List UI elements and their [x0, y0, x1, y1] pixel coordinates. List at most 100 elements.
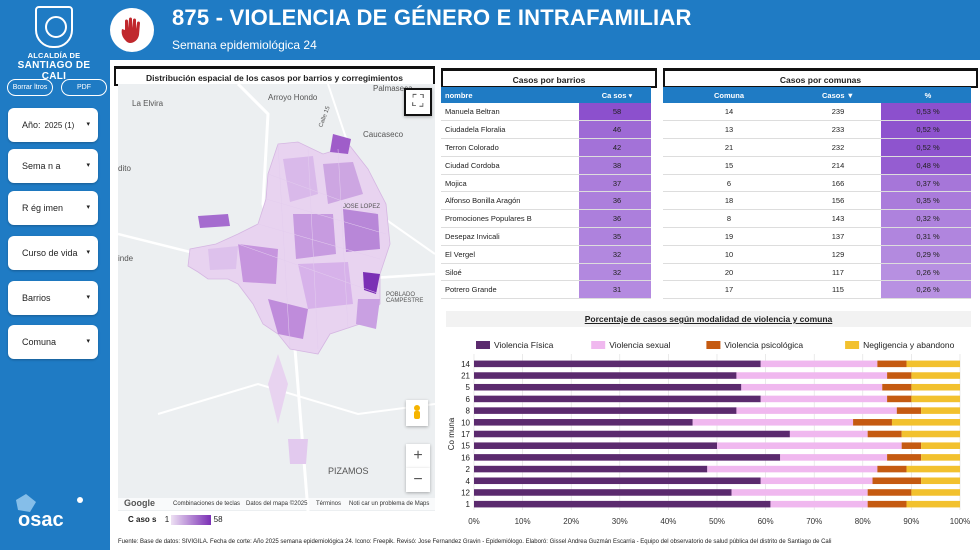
comuna-cases: 239 [791, 103, 881, 122]
comuna-percent: 0,32 % [881, 209, 971, 229]
barrio-name: Alfonso Bonilla Aragón [441, 191, 579, 211]
barrio-cases: 36 [579, 209, 651, 229]
col-header-comuna[interactable]: Comuna [663, 87, 791, 103]
bar-segment [872, 477, 922, 485]
stacked-bar-chart[interactable]: Violencia Física Violencia sexual Violenci… [440, 332, 975, 532]
table-row[interactable]: Desepaz Invicali 35 [441, 227, 651, 246]
y-tick-label: 8 [466, 407, 471, 416]
page-subtitle: Semana epidemiológica 24 [172, 38, 317, 52]
table-row[interactable]: 10 129 0,29 % [663, 245, 971, 264]
comuna-id: 17 [663, 280, 791, 300]
map-label: JOSE LOPEZ [343, 204, 381, 210]
filter-year-value: 2025 (1) [44, 121, 75, 130]
table-row[interactable]: Manuela Beltran 58 [441, 103, 651, 122]
table-row[interactable]: Terron Colorado 42 [441, 138, 651, 157]
table-row[interactable]: 18 156 0,35 % [663, 191, 971, 211]
pdf-button[interactable]: PDF [61, 79, 107, 96]
comuna-id: 10 [663, 245, 791, 264]
comuna-cases: 214 [791, 156, 881, 175]
street-view-icon[interactable] [406, 400, 428, 426]
filter-barrios[interactable]: Barrios ▾ [8, 281, 98, 315]
table-row[interactable]: 21 232 0,52 % [663, 138, 971, 157]
table-row[interactable]: El Vergel 32 [441, 245, 651, 264]
col-header-casos[interactable]: Ca sos ▾ [579, 87, 651, 103]
comuna-id: 18 [663, 191, 791, 211]
table-row[interactable]: 8 143 0,32 % [663, 209, 971, 229]
y-tick-label: 10 [461, 418, 470, 427]
comuna-percent: 0,29 % [881, 245, 971, 264]
x-tick-label: 100% [950, 517, 970, 526]
chevron-down-icon: ▾ [86, 249, 90, 256]
comuna-percent: 0,48 % [881, 156, 971, 175]
legend-label: Violencia sexual [609, 340, 670, 350]
bar-segment [877, 360, 907, 368]
filter-regimen-label: R ég imen [22, 203, 64, 213]
table-row[interactable]: 14 239 0,53 % [663, 103, 971, 122]
table-row[interactable]: Ciudad Cordoba 38 [441, 156, 651, 175]
map-color-scale: C aso s 1 58 [128, 515, 223, 525]
bar-segment [474, 477, 761, 485]
col-header-casos[interactable]: Casos ▼ [791, 87, 881, 103]
table-row[interactable]: Siloé 32 [441, 263, 651, 282]
comuna-id: 20 [663, 263, 791, 282]
map-label: Arroyo Hondo [268, 93, 318, 102]
filter-year[interactable]: Año: 2025 (1) ▾ [8, 108, 98, 142]
bar-segment [707, 465, 878, 473]
bar-segment [474, 454, 781, 461]
barrio-cases: 37 [579, 174, 651, 193]
logo-line-1: ALCALDÍA DE [27, 51, 81, 60]
table-row[interactable]: 20 117 0,26 % [663, 263, 971, 282]
x-tick-label: 10% [515, 517, 531, 526]
y-tick-label: 15 [461, 442, 470, 451]
map-shortcuts-link[interactable]: Combinaciones de teclas [173, 501, 241, 507]
barrio-name: Mojica [441, 174, 579, 193]
comuna-percent: 0,53 % [881, 103, 971, 122]
comunas-table-title: Casos por comunas [663, 68, 978, 88]
map-terms-link[interactable]: Términos [316, 501, 342, 507]
map-label: La Elvira [132, 99, 164, 108]
filter-life-course[interactable]: Curso de vida ▾ [8, 236, 98, 270]
map-report-link[interactable]: Noti car un problema de Maps [349, 501, 430, 507]
table-row[interactable]: 13 233 0,52 % [663, 120, 971, 140]
table-row[interactable]: 19 137 0,31 % [663, 227, 971, 246]
comuna-cases: 233 [791, 120, 881, 140]
table-row[interactable]: Promociones Populares B 36 [441, 209, 651, 229]
filter-regimen[interactable]: R ég imen ▾ [8, 191, 98, 225]
col-header-percent[interactable]: % [881, 87, 971, 103]
zoom-in-icon[interactable]: + [406, 444, 430, 468]
y-tick-label: 2 [466, 465, 471, 474]
bar-segment [921, 477, 960, 485]
comuna-percent: 0,37 % [881, 174, 971, 193]
choropleth-map[interactable]: La Elvira Arroyo Hondo Palmaseca Caucase… [118, 84, 435, 511]
scale-gradient [171, 515, 212, 525]
table-row[interactable]: Alfonso Bonilla Aragón 36 [441, 191, 651, 211]
legend-swatch [476, 341, 490, 349]
filter-week[interactable]: Sema n a ▾ [8, 149, 98, 183]
legend-swatch [845, 341, 860, 349]
table-row[interactable]: Ciudadela Floralia 46 [441, 120, 651, 140]
table-row[interactable]: 6 166 0,37 % [663, 174, 971, 193]
table-row[interactable]: Mojica 37 [441, 174, 651, 193]
bar-segment [717, 442, 902, 449]
comuna-percent: 0,26 % [881, 280, 971, 300]
table-row[interactable]: Potrero Grande 31 [441, 280, 651, 300]
clear-filters-button[interactable]: Borrar ltros [7, 79, 53, 96]
zoom-out-icon[interactable]: − [406, 468, 430, 492]
map-label: Caucaseco [363, 130, 404, 139]
bar-segment [474, 419, 693, 426]
chevron-down-icon: ▾ [86, 121, 90, 128]
y-tick-label: 12 [461, 488, 470, 497]
x-tick-label: 60% [758, 517, 774, 526]
google-logo: Google [124, 498, 155, 508]
filter-year-label: Año: [22, 120, 41, 130]
col-header-nombre[interactable]: nombre [441, 87, 579, 103]
comuna-cases: 137 [791, 227, 881, 246]
table-row[interactable]: 15 214 0,48 % [663, 156, 971, 175]
fullscreen-icon[interactable]: ⛶ [404, 88, 432, 116]
comuna-percent: 0,52 % [881, 138, 971, 157]
table-row[interactable]: 17 115 0,26 % [663, 280, 971, 300]
barrio-name: El Vergel [441, 245, 579, 264]
map-title: Distribución espacial de los casos por b… [114, 66, 435, 86]
bar-segment [474, 442, 717, 449]
filter-comuna[interactable]: Comuna ▾ [8, 325, 98, 359]
